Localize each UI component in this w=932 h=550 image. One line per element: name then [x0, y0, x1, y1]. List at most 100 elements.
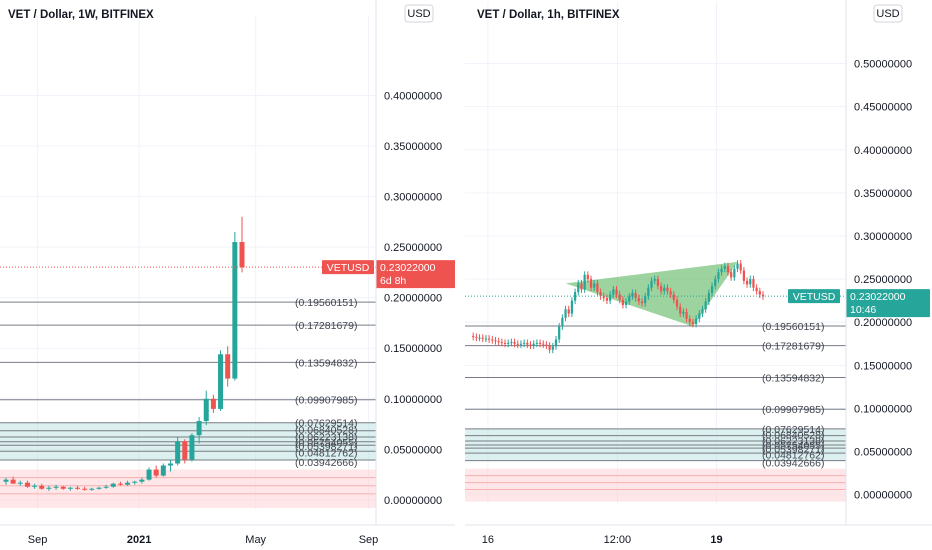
- fib-level-label: (0.04812762): [762, 450, 824, 462]
- candle-body: [89, 488, 95, 490]
- candle-body: [523, 342, 526, 344]
- candle-body: [637, 298, 640, 302]
- candle-body: [542, 343, 545, 345]
- weekly-chart-pane[interactable]: (0.19560151) (0.17281679) (0.13594832) (0.0…: [0, 0, 455, 550]
- candle-body: [481, 337, 484, 339]
- candle-body: [132, 481, 138, 483]
- candle-body: [577, 283, 580, 293]
- candle-body: [32, 485, 38, 487]
- candle-body: [615, 289, 618, 295]
- candle-body: [723, 266, 726, 269]
- candle-body: [561, 317, 564, 327]
- fib-level-label: (0.05754055): [762, 440, 824, 452]
- candle-body: [110, 483, 116, 487]
- candle-body: [580, 283, 583, 290]
- candle-body: [554, 339, 558, 347]
- candle-body: [491, 339, 494, 341]
- y-axis-tick-label: 0.35000000: [384, 141, 442, 153]
- candle-body: [203, 398, 209, 422]
- candle-body: [75, 487, 81, 489]
- candle-body: [103, 486, 109, 488]
- candle-body: [478, 337, 481, 339]
- fib-level-label: (0.04812762): [295, 448, 357, 460]
- candle-body: [3, 479, 9, 482]
- candle-body: [232, 242, 238, 379]
- candle-body: [691, 322, 695, 324]
- candle-body: [519, 343, 523, 345]
- candle-body: [516, 343, 519, 345]
- candle-body: [679, 306, 682, 314]
- candle-body: [628, 296, 631, 302]
- y-axis-tick-label: 0.50000000: [854, 59, 912, 71]
- fib-level-label: (0.06840528): [762, 430, 824, 442]
- symbol-tag-label: VETUSD: [793, 291, 836, 303]
- candle-body: [96, 487, 102, 489]
- y-axis-tick-label: 0.30000000: [384, 192, 442, 204]
- weekly-chart[interactable]: (0.19560151) (0.17281679) (0.13594832) (0.0…: [0, 0, 455, 550]
- fib-level-label: (0.19560151): [295, 297, 357, 309]
- candle-body: [599, 292, 602, 297]
- candle-body: [666, 287, 669, 292]
- candle-body: [659, 286, 663, 292]
- fib-level-label: (0.06223138): [295, 432, 357, 444]
- fib-level-label: (0.07629514): [762, 424, 824, 436]
- candle-body: [621, 299, 624, 305]
- last-price-tag: [846, 289, 930, 318]
- y-axis-tick-label: 0.45000000: [854, 102, 912, 114]
- x-axis-tick-label: May: [245, 534, 266, 546]
- candle-body: [513, 342, 516, 344]
- y-axis-tick-label: 0.35000000: [854, 188, 912, 200]
- candle-body: [653, 279, 656, 281]
- candle-body: [82, 488, 88, 490]
- fib-level-label: (0.17281679): [295, 320, 357, 332]
- candle-body: [736, 263, 739, 269]
- candle-body: [682, 311, 685, 314]
- candle-body: [726, 266, 730, 273]
- currency-button[interactable]: [404, 4, 434, 23]
- candle-body: [583, 274, 586, 290]
- candle-body: [749, 279, 752, 285]
- fib-level-label: (0.17281679): [762, 341, 824, 353]
- candle-body: [605, 298, 609, 301]
- currency-button[interactable]: [873, 4, 903, 23]
- hourly-chart[interactable]: (0.19560151) (0.17281679) (0.13594832) (0.0…: [465, 0, 932, 550]
- candle-body: [167, 463, 173, 466]
- y-axis-tick-label: 0.05000000: [384, 444, 442, 456]
- candle-body: [730, 272, 733, 278]
- pattern-shape: [565, 261, 738, 327]
- candle-body: [675, 299, 679, 307]
- candle-body: [225, 354, 231, 379]
- candle-body: [175, 441, 181, 464]
- candle-body: [631, 292, 634, 297]
- candle-body: [125, 482, 131, 485]
- candle-body: [589, 279, 593, 288]
- x-axis-tick-label: 12:00: [604, 534, 632, 546]
- pane-divider[interactable]: [455, 0, 465, 550]
- currency-button-label: USD: [876, 8, 899, 20]
- candle-body: [714, 279, 717, 287]
- candle-body: [67, 487, 73, 489]
- y-axis-tick-label: 0.10000000: [854, 403, 912, 415]
- candle-body: [596, 283, 599, 293]
- candle-body: [688, 318, 691, 323]
- candle-body: [707, 292, 710, 302]
- y-axis-tick-label: 0.25000000: [384, 242, 442, 254]
- x-axis-tick-label: Sep: [359, 534, 379, 546]
- candle-body: [538, 342, 542, 344]
- candle-body: [494, 340, 497, 342]
- candle-body: [720, 268, 723, 273]
- candle-body: [182, 441, 188, 460]
- currency-button-label: USD: [407, 8, 430, 20]
- fib-level-label: (0.13594832): [295, 357, 357, 369]
- candle-body: [472, 336, 475, 338]
- symbol-tag: [322, 260, 374, 275]
- hourly-chart-pane[interactable]: (0.19560151) (0.17281679) (0.13594832) (0.0…: [465, 0, 932, 550]
- candle-body: [139, 479, 145, 482]
- y-axis-tick-label: 0.20000000: [854, 317, 912, 329]
- chart-title: VET / Dollar, 1h, BITFINEX: [477, 9, 620, 21]
- candle-body: [545, 344, 548, 346]
- candle-body: [669, 291, 672, 295]
- candle-body: [210, 398, 216, 409]
- candle-body: [685, 311, 688, 319]
- candle-body: [53, 486, 59, 488]
